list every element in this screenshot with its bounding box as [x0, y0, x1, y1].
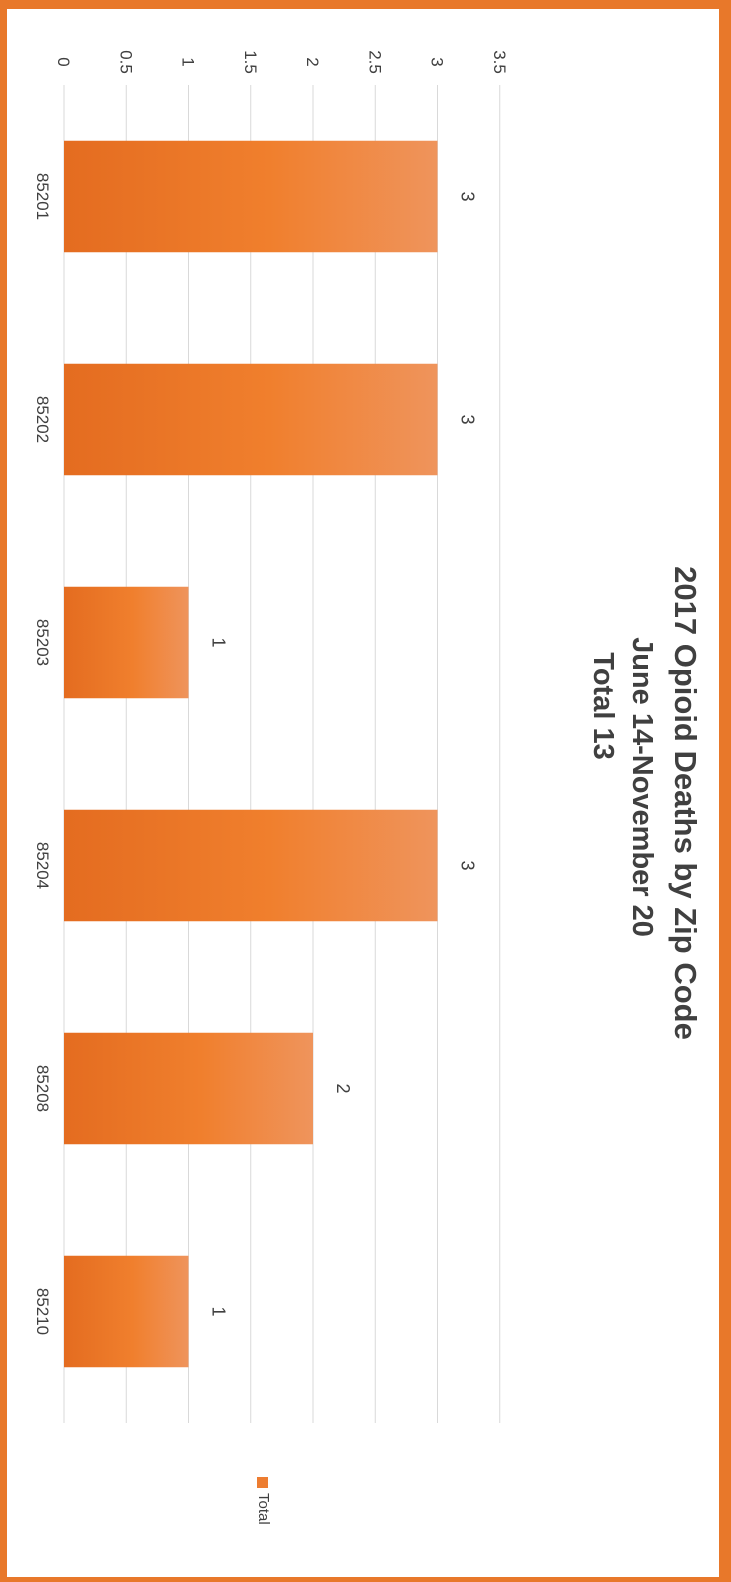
- bar-85204: [64, 809, 438, 922]
- category-label-85203: 85203: [33, 619, 52, 666]
- legend-label: Total: [255, 1493, 272, 1525]
- category-label-85202: 85202: [33, 396, 52, 443]
- legend-swatch: [257, 1477, 268, 1488]
- bar-85210: [64, 1255, 189, 1368]
- bar-85201: [64, 140, 438, 253]
- bar-85203: [64, 586, 189, 699]
- chart-subtitle-total: Total 13: [587, 652, 619, 759]
- data-label-85202: 3: [458, 414, 478, 424]
- labels: 0 0.5 1 1.5 2 2.5 3 3.5 85201 3 85202 3 85203 1 85204 3…: [33, 50, 509, 1335]
- category-label-85210: 85210: [33, 1288, 52, 1335]
- value-tick-label: 3.5: [490, 50, 509, 74]
- category-label-85208: 85208: [33, 1065, 52, 1112]
- category-label-85201: 85201: [33, 173, 52, 220]
- chart-subtitle-dates: June 14-November 20: [626, 637, 658, 937]
- legend: Total: [255, 1477, 272, 1525]
- data-label-85208: 2: [333, 1083, 353, 1093]
- value-tick-label: 1.5: [241, 50, 260, 74]
- value-tick-label: 1: [179, 57, 198, 66]
- value-tick-label: 2: [303, 57, 322, 66]
- category-label-85204: 85204: [33, 842, 52, 889]
- chart-frame: 0 0.5 1 1.5 2 2.5 3 3.5 85201 3 85202 3 85203 1 85204 3…: [7, 9, 719, 1577]
- value-tick-label: 2.5: [365, 50, 384, 74]
- chart-svg: 0 0.5 1 1.5 2 2.5 3 3.5 85201 3 85202 3 85203 1 85204 3…: [33, 50, 703, 1525]
- data-label-85201: 3: [458, 191, 478, 201]
- bars: [64, 140, 438, 1368]
- bar-85208: [64, 1032, 313, 1145]
- data-label-85210: 1: [209, 1306, 229, 1316]
- data-label-85203: 1: [209, 637, 229, 647]
- value-tick-label: 3: [428, 57, 447, 66]
- value-tick-label: 0: [54, 57, 73, 66]
- bar-85202: [64, 363, 438, 476]
- chart-title: 2017 Opioid Deaths by Zip Code: [668, 566, 703, 1040]
- gridlines: [63, 85, 501, 1423]
- data-label-85204: 3: [458, 860, 478, 870]
- value-tick-label: 0.5: [116, 50, 135, 74]
